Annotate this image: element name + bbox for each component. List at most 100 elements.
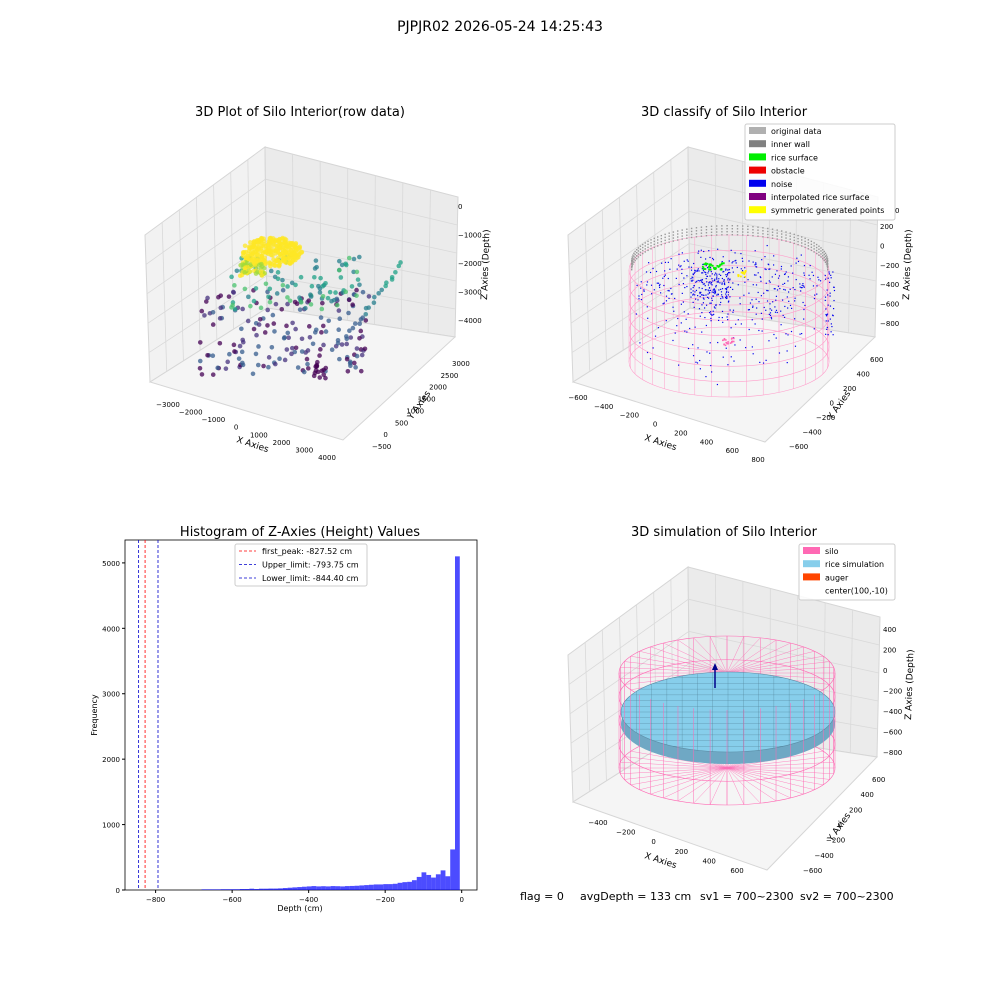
classify-noise-point <box>708 287 711 289</box>
classify-noise-point <box>725 288 728 290</box>
hist-xlabel: Depth (cm) <box>277 904 322 913</box>
classify-wall-point <box>668 235 670 237</box>
raw-point <box>321 372 327 378</box>
classify-noise-point <box>741 270 744 272</box>
classify-noise-point <box>717 280 719 282</box>
classify-noise-point <box>776 270 778 272</box>
classify-noise-point <box>801 284 803 287</box>
classify-wall-point <box>639 251 642 253</box>
raw-point <box>245 253 250 259</box>
classify-noise-point <box>777 285 780 287</box>
sim-y-tick: 400 <box>861 791 874 799</box>
hist-ytick: 0 <box>116 887 120 895</box>
classify-wall-point <box>820 253 822 255</box>
sim-silo-spoke <box>726 767 815 790</box>
raw-point <box>293 282 298 288</box>
classify-wall-point <box>797 237 799 240</box>
classify-noise-point <box>680 322 682 324</box>
classify-wall-point <box>818 251 820 253</box>
classify-wall-point <box>705 231 708 234</box>
classify-noise-point <box>825 315 828 317</box>
raw-point <box>240 306 245 312</box>
classify-noise-point <box>794 300 796 302</box>
classify-noise-point <box>792 287 794 289</box>
raw-point <box>294 301 300 307</box>
classify-noise-point <box>667 290 669 292</box>
raw-point <box>299 249 305 255</box>
classify-noise-point <box>699 295 701 298</box>
classify-points <box>631 225 836 386</box>
classify-noise-point <box>725 288 728 290</box>
classify-noise-point <box>728 260 730 262</box>
classify-wall-point <box>827 263 829 265</box>
classify-wall-point <box>824 252 827 255</box>
classify-noise-point <box>722 271 724 273</box>
classify-noise-point <box>663 284 665 287</box>
raw-point <box>218 293 224 298</box>
classify-noise-point <box>795 278 797 281</box>
classify-noise-point <box>748 309 751 311</box>
classify-noise-point <box>759 276 761 278</box>
classify-wall-point <box>653 243 655 246</box>
classify-rice-point <box>702 267 705 270</box>
raw-point <box>217 340 223 346</box>
classify-noise-point <box>728 271 730 274</box>
raw-x-tick: 1000 <box>250 431 268 439</box>
classify-noise-point <box>725 347 727 349</box>
classify-noise-point <box>703 298 705 300</box>
classify-wall-point <box>647 249 649 252</box>
classify-noise-point <box>769 312 772 314</box>
sim-legend-label: rice simulation <box>825 560 884 569</box>
classify-noise-point <box>774 288 776 290</box>
raw-point <box>261 265 267 271</box>
classify-noise-point <box>709 275 711 277</box>
raw-point <box>336 258 342 264</box>
raw-point <box>275 276 281 282</box>
classify-noise-point <box>757 291 759 294</box>
sim-silo-spoke <box>630 751 728 769</box>
classify-rice-point <box>714 267 717 269</box>
classify-noise-point <box>722 297 724 299</box>
raw-point <box>372 294 377 300</box>
classify-wall-point <box>742 225 744 227</box>
classify-wall-point <box>642 246 644 249</box>
classify-noise-point <box>699 359 701 362</box>
raw-y-tick: 3000 <box>452 360 470 368</box>
raw-point <box>202 313 207 318</box>
classify-noise-point <box>827 304 829 306</box>
classify-noise-point <box>705 264 707 267</box>
raw-point <box>358 368 364 374</box>
classify-noise-point <box>692 277 694 279</box>
classify-wall-point <box>807 245 810 247</box>
classify-noise-point <box>752 305 754 307</box>
hist-bar <box>287 887 293 890</box>
classify-wall-point <box>650 245 652 247</box>
classify-noise-point <box>788 300 790 302</box>
raw-point <box>218 305 224 311</box>
classify-wall-point <box>752 225 754 228</box>
classify-noise-point <box>722 356 724 358</box>
classify-wall-point <box>776 238 778 240</box>
raw-point <box>337 356 342 362</box>
raw-point <box>343 262 349 268</box>
classify-noise-point <box>704 258 707 260</box>
classify-symmetric-point <box>744 271 747 274</box>
classify-noise-point <box>654 335 657 337</box>
classify-wall-point <box>644 242 646 244</box>
classify-wall-point <box>686 234 688 236</box>
classify-noise-point <box>697 299 699 301</box>
classify-noise-point <box>714 291 717 294</box>
raw-point <box>305 348 311 353</box>
classify-noise-point <box>696 362 699 364</box>
raw-point <box>325 295 331 301</box>
hist-bar <box>258 888 264 890</box>
raw-point <box>279 306 285 312</box>
raw-x-tick: 3000 <box>295 446 313 454</box>
raw-point <box>353 365 358 370</box>
classify-wall-point <box>825 260 828 262</box>
classify-interp-point <box>732 340 735 343</box>
raw-point <box>354 293 359 298</box>
raw-point <box>366 294 372 299</box>
raw-point <box>320 293 326 299</box>
